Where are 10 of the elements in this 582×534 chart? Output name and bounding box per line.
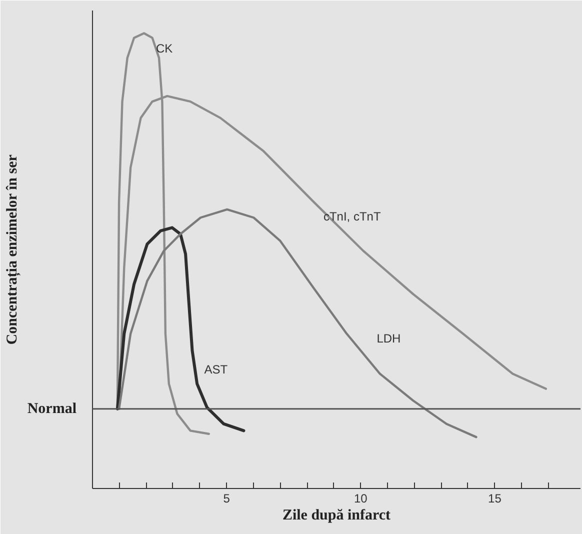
series-label: AST [204,362,228,377]
ref-line-label: Normal [27,400,77,417]
series-label: CK [156,41,173,56]
series-label: cTnI, cTnT [323,210,382,224]
series-label: LDH [376,332,401,346]
x-tick-label: 10 [354,492,368,506]
x-axis-title: Zile după infarct [282,508,391,524]
x-tick-label: 15 [488,492,502,506]
x-tick-label: 5 [223,492,230,506]
y-axis-title: Concentrația enzimelor în ser [4,154,20,345]
